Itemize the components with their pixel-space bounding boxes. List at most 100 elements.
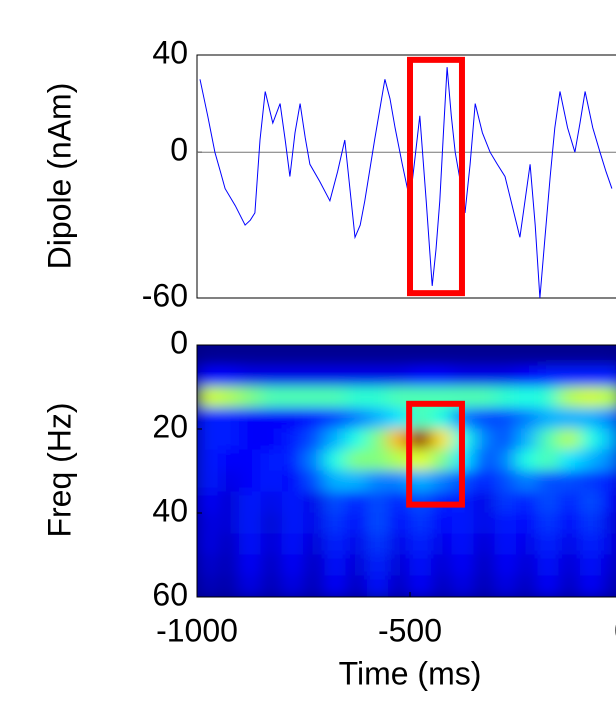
heatmap-cell (281, 407, 304, 430)
heatmap-cell (473, 491, 496, 514)
heatmap-cell (366, 470, 390, 493)
heatmap-cell (579, 470, 603, 493)
heatmap-cell (366, 407, 390, 430)
heatmap-cell (324, 407, 347, 430)
heatmap-cell (345, 345, 368, 367)
heatmap-cell (303, 428, 326, 451)
heatmap-cell (345, 491, 368, 514)
heatmap-cell (579, 575, 603, 597)
heatmap-cell (409, 470, 432, 493)
heatmap-cell (281, 365, 304, 388)
heatmap-cell (217, 345, 241, 367)
heatmap-cell (537, 428, 560, 451)
heatmap-cell (303, 449, 326, 472)
heatmap-cell (217, 428, 241, 451)
heatmap-cell (430, 533, 454, 556)
heatmap-cell (452, 512, 475, 535)
heatmap-cell (197, 386, 219, 409)
heatmap-cell (217, 449, 241, 472)
heatmap-cell (430, 407, 454, 430)
heatmap-cell (430, 428, 454, 451)
heatmap-cell (303, 365, 326, 388)
heatmap-cell (473, 470, 496, 493)
heatmap-cell (260, 449, 283, 472)
heatmap-cell (217, 407, 241, 430)
heatmap-cell (516, 533, 539, 556)
y-tick-label: 60 (152, 576, 188, 612)
heatmap-cell (494, 575, 517, 597)
heatmap-cell (409, 512, 432, 535)
heatmap-cell (324, 512, 347, 535)
heatmap-cell (345, 533, 368, 556)
heatmap-cell (239, 345, 262, 367)
heatmap-cell (516, 554, 539, 577)
heatmap-cell (537, 386, 560, 409)
y-tick-label: 20 (152, 408, 188, 444)
heatmap-cell (324, 386, 347, 409)
heatmap-cell (473, 407, 496, 430)
heatmap-cell (494, 407, 517, 430)
heatmap-cell (281, 512, 304, 535)
heatmap-cell (516, 386, 539, 409)
heatmap-cell (260, 428, 283, 451)
heatmap-cell (366, 428, 390, 451)
heatmap-cell (388, 345, 411, 367)
heatmap-cell (516, 345, 539, 367)
heatmap-cell (494, 491, 517, 514)
heatmap-cell (579, 365, 603, 388)
heatmap-cell (303, 554, 326, 577)
heatmap-cell (388, 491, 411, 514)
x-tick-label: 0 (614, 612, 616, 648)
heatmap-cell (281, 533, 304, 556)
heatmap-cell (601, 470, 616, 493)
x-tick-label: -1000 (156, 612, 238, 648)
heatmap-cell (388, 386, 411, 409)
heatmap-cell (260, 512, 283, 535)
heatmap-cell (473, 575, 496, 597)
y-tick-label: 40 (152, 492, 188, 528)
heatmap-cell (345, 428, 368, 451)
heatmap-cell (324, 533, 347, 556)
heatmap-cell (388, 470, 411, 493)
heatmap-cell (537, 345, 560, 367)
heatmap-cell (494, 345, 517, 367)
heatmap-cell (494, 470, 517, 493)
heatmap-cell (579, 386, 603, 409)
y-tick-label: 0 (170, 324, 188, 360)
heatmap-cell (516, 428, 539, 451)
heatmap-cell (537, 449, 560, 472)
heatmap-cell (366, 491, 390, 514)
heatmap-cell (366, 449, 390, 472)
heatmap (197, 345, 616, 597)
heatmap-cell (303, 533, 326, 556)
heatmap-cell (516, 491, 539, 514)
heatmap-cell (217, 554, 241, 577)
heatmap-cell (409, 365, 432, 388)
heatmap-cell (217, 386, 241, 409)
y-axis-label: Dipole (nAm) (41, 83, 77, 270)
heatmap-cell (601, 407, 616, 430)
heatmap-cell (197, 554, 219, 577)
heatmap-cell (281, 449, 304, 472)
heatmap-cell (537, 575, 560, 597)
heatmap-cell (260, 533, 283, 556)
heatmap-cell (473, 365, 496, 388)
heatmap-cell (452, 575, 475, 597)
x-tick-label: -500 (378, 612, 442, 648)
heatmap-cell (473, 554, 496, 577)
heatmap-cell (303, 575, 326, 597)
heatmap-cell (558, 407, 581, 430)
heatmap-cell (430, 554, 454, 577)
heatmap-cell (601, 428, 616, 451)
heatmap-cell (217, 512, 241, 535)
heatmap-cell (601, 365, 616, 388)
heatmap-cell (494, 533, 517, 556)
heatmap-cell (579, 407, 603, 430)
heatmap-cell (494, 449, 517, 472)
heatmap-cell (388, 365, 411, 388)
y-tick-label: 0 (170, 132, 188, 168)
heatmap-cell (388, 575, 411, 597)
heatmap-cell (217, 491, 241, 514)
y-axis-label: Freq (Hz) (41, 402, 77, 537)
